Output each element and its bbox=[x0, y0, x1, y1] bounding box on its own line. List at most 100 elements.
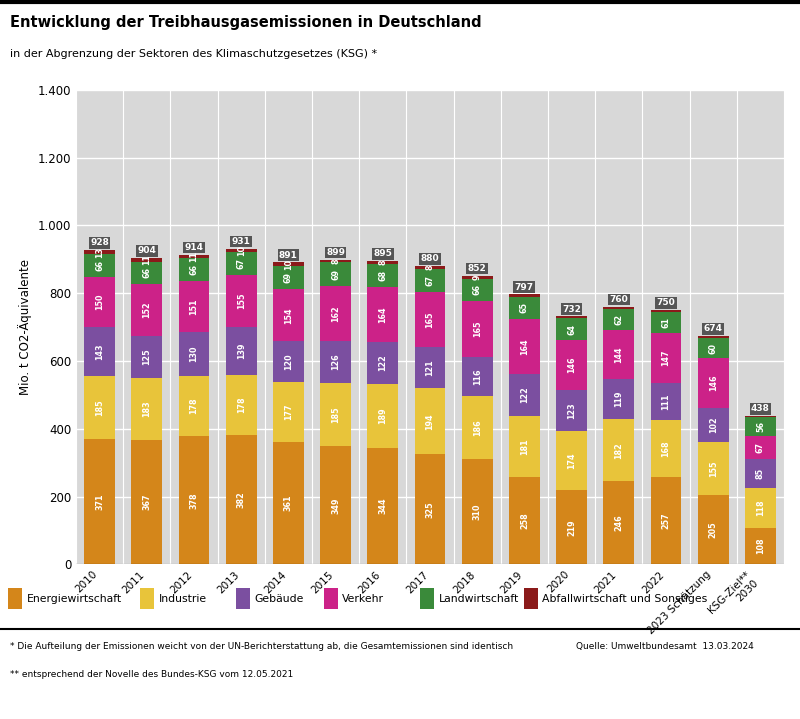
Text: 155: 155 bbox=[709, 460, 718, 477]
Text: 60: 60 bbox=[709, 343, 718, 354]
Bar bbox=[509, 297, 540, 319]
Text: 119: 119 bbox=[614, 391, 623, 408]
Bar bbox=[226, 275, 257, 327]
Bar bbox=[273, 442, 304, 564]
Bar bbox=[650, 477, 682, 564]
Bar bbox=[556, 490, 587, 564]
Bar bbox=[320, 285, 351, 341]
Bar bbox=[650, 383, 682, 421]
Text: 8: 8 bbox=[378, 260, 387, 265]
Text: 11: 11 bbox=[190, 251, 198, 262]
Text: 64: 64 bbox=[567, 324, 576, 334]
Bar bbox=[462, 275, 493, 279]
Text: Landwirtschaft: Landwirtschaft bbox=[438, 594, 518, 603]
Bar bbox=[414, 292, 446, 347]
Text: 66: 66 bbox=[95, 260, 104, 271]
Text: 152: 152 bbox=[142, 301, 151, 319]
Text: 11: 11 bbox=[142, 255, 151, 265]
Bar bbox=[226, 375, 257, 435]
Text: Quelle: Umweltbundesamt  13.03.2024: Quelle: Umweltbundesamt 13.03.2024 bbox=[576, 642, 754, 651]
Text: 178: 178 bbox=[237, 396, 246, 413]
Bar bbox=[273, 289, 304, 342]
Bar bbox=[603, 307, 634, 309]
Text: 121: 121 bbox=[426, 360, 434, 376]
Bar bbox=[324, 588, 338, 609]
Text: 185: 185 bbox=[331, 406, 340, 423]
Text: 126: 126 bbox=[331, 354, 340, 370]
Bar bbox=[509, 375, 540, 416]
Bar bbox=[236, 588, 250, 609]
Text: 257: 257 bbox=[662, 513, 670, 529]
Text: 181: 181 bbox=[520, 438, 529, 454]
Text: 108: 108 bbox=[756, 538, 765, 554]
Text: Energiewirtschaft: Energiewirtschaft bbox=[26, 594, 122, 603]
Bar bbox=[462, 459, 493, 564]
Text: 880: 880 bbox=[421, 255, 439, 263]
Bar bbox=[8, 588, 22, 609]
Text: 246: 246 bbox=[614, 514, 623, 531]
Text: 797: 797 bbox=[515, 283, 534, 292]
Bar bbox=[698, 495, 729, 564]
Text: 310: 310 bbox=[473, 503, 482, 520]
Text: 760: 760 bbox=[610, 295, 628, 304]
Text: 67: 67 bbox=[237, 258, 246, 269]
Text: 165: 165 bbox=[473, 321, 482, 337]
Bar bbox=[178, 255, 210, 258]
Bar bbox=[84, 327, 115, 376]
Bar bbox=[226, 327, 257, 375]
Bar bbox=[320, 260, 351, 262]
Bar bbox=[556, 340, 587, 390]
Text: 69: 69 bbox=[284, 272, 293, 283]
Bar bbox=[509, 319, 540, 375]
Bar bbox=[84, 255, 115, 277]
Bar bbox=[414, 269, 446, 292]
Bar bbox=[603, 309, 634, 330]
Text: 899: 899 bbox=[326, 248, 345, 257]
Bar bbox=[131, 336, 162, 378]
Text: 185: 185 bbox=[95, 399, 104, 416]
Bar bbox=[320, 383, 351, 446]
Bar bbox=[462, 279, 493, 301]
Bar bbox=[556, 390, 587, 431]
Bar bbox=[556, 319, 587, 340]
Text: in der Abgrenzung der Sektoren des Klimaschutzgesetzes (KSG) *: in der Abgrenzung der Sektoren des Klima… bbox=[10, 49, 377, 59]
Bar bbox=[745, 459, 776, 487]
Text: 174: 174 bbox=[567, 452, 576, 469]
Text: 177: 177 bbox=[284, 404, 293, 421]
Text: 674: 674 bbox=[704, 324, 722, 333]
Text: 61: 61 bbox=[662, 317, 670, 328]
Text: Entwicklung der Treibhausgasemissionen in Deutschland: Entwicklung der Treibhausgasemissionen i… bbox=[10, 15, 482, 30]
Text: 85: 85 bbox=[756, 468, 765, 479]
Text: 13: 13 bbox=[95, 247, 104, 257]
Bar bbox=[367, 342, 398, 384]
Text: ** entsprechend der Novelle des Bundes-KSG vom 12.05.2021: ** entsprechend der Novelle des Bundes-K… bbox=[10, 670, 293, 679]
Bar bbox=[226, 252, 257, 275]
Text: 111: 111 bbox=[662, 393, 670, 410]
Bar bbox=[650, 333, 682, 383]
Bar bbox=[414, 347, 446, 388]
Bar bbox=[603, 419, 634, 481]
Bar bbox=[178, 436, 210, 564]
Text: 155: 155 bbox=[237, 293, 246, 309]
Bar bbox=[650, 421, 682, 477]
Text: 154: 154 bbox=[284, 307, 293, 324]
Text: 750: 750 bbox=[657, 298, 675, 308]
Bar bbox=[320, 446, 351, 564]
Bar bbox=[367, 384, 398, 448]
Text: 378: 378 bbox=[190, 492, 198, 508]
Bar bbox=[524, 588, 538, 609]
Text: 349: 349 bbox=[331, 497, 340, 513]
Text: 891: 891 bbox=[279, 251, 298, 260]
Bar bbox=[226, 249, 257, 252]
Bar bbox=[745, 417, 776, 436]
Text: 165: 165 bbox=[426, 311, 434, 328]
Text: Verkehr: Verkehr bbox=[342, 594, 385, 603]
Bar bbox=[131, 262, 162, 284]
Bar bbox=[462, 301, 493, 357]
Text: 164: 164 bbox=[378, 306, 387, 323]
Bar bbox=[509, 477, 540, 564]
Bar bbox=[84, 376, 115, 439]
Text: 151: 151 bbox=[190, 298, 198, 314]
Bar bbox=[698, 408, 729, 442]
Bar bbox=[414, 266, 446, 269]
